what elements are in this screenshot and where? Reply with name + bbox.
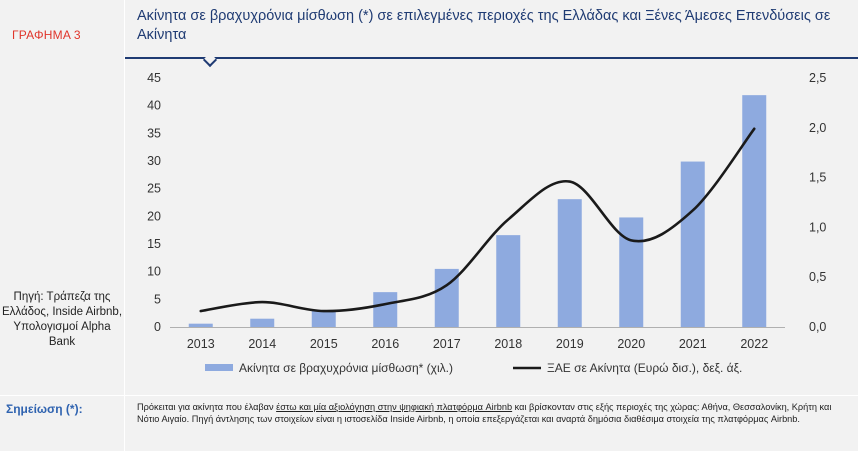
bar xyxy=(188,323,213,327)
y-right-tick-label: 2,0 xyxy=(809,121,826,135)
y-left-tick-label: 5 xyxy=(154,292,161,306)
y-right-tick-label: 0,5 xyxy=(809,270,826,284)
x-axis: 2013 2014 2015 2016 2017 2018 2019 2020 2021 2022 xyxy=(170,327,785,351)
note-label-cell xyxy=(0,396,124,451)
bar xyxy=(373,292,398,327)
y-left-tick-label: 0 xyxy=(154,320,161,334)
y-left-tick-label: 15 xyxy=(147,237,161,251)
bars xyxy=(188,95,767,327)
y-left-tick-label: 30 xyxy=(147,154,161,168)
fdi-line xyxy=(199,127,756,313)
legend: Ακίνητα σε βραχυχρόνια μίσθωση* (χιλ.) ΞΑ… xyxy=(205,361,742,375)
x-tick-label: 2014 xyxy=(248,337,276,351)
right-axis: 0,0 0,5 1,0 1,5 2,0 2,5 xyxy=(809,71,826,334)
bar xyxy=(742,95,767,327)
bar xyxy=(496,235,521,327)
chart-panel xyxy=(125,0,858,395)
y-left-tick-label: 25 xyxy=(147,182,161,196)
title-divider xyxy=(125,57,858,59)
x-tick-label: 2021 xyxy=(679,337,707,351)
note-text-part1: Πρόκειται για ακίνητα που έλαβαν xyxy=(137,402,277,412)
x-tick-label: 2015 xyxy=(310,337,338,351)
chart-title: Ακίνητα σε βραχυχρόνια μίσθωση (*) σε επ… xyxy=(137,8,831,43)
y-left-tick-label: 45 xyxy=(147,71,161,85)
x-tick-label: 2013 xyxy=(187,337,215,351)
y-right-tick-label: 1,5 xyxy=(809,171,826,185)
note-text-cell xyxy=(125,396,858,451)
x-tick-label: 2018 xyxy=(494,337,522,351)
bar xyxy=(557,199,582,327)
x-tick-label: 2017 xyxy=(433,337,461,351)
y-right-tick-label: 0,0 xyxy=(809,320,826,334)
x-tick-label: 2022 xyxy=(740,337,768,351)
figure-label: ΓΡΑΦΗΜΑ 3 xyxy=(12,28,81,42)
chart: 0 5 10 15 20 25 30 35 40 45 0,0 0,5 1,0 1,5 2,0 2,5 20… xyxy=(147,71,826,375)
note-text-part2: και βρίσκονταν στις εξής περιοχές της χώ… xyxy=(137,402,832,424)
y-right-tick-label: 1,0 xyxy=(809,220,826,234)
legend-line-label: ΞΑΕ σε Ακίνητα (Ευρώ δισ.), δεξ. άξ. xyxy=(547,361,742,375)
bar xyxy=(680,161,705,327)
line-series xyxy=(199,127,756,313)
legend-bar-swatch xyxy=(205,364,233,371)
x-tick-label: 2020 xyxy=(617,337,645,351)
bar xyxy=(250,318,275,327)
bar xyxy=(311,310,336,327)
legend-bar-label: Ακίνητα σε βραχυχρόνια μίσθωση* (χιλ.) xyxy=(239,361,453,375)
y-left-tick-label: 20 xyxy=(147,209,161,223)
note-label: Σημείωση (*): xyxy=(6,402,83,416)
y-right-tick-label: 2,5 xyxy=(809,71,826,85)
x-tick-label: 2016 xyxy=(371,337,399,351)
source-text: Πηγή: Τράπεζα της Ελλάδος, Inside Airbnb… xyxy=(1,291,123,348)
note-text-underlined: έστω και μία αξιολόγηση στην ψηφιακή πλα… xyxy=(276,402,513,412)
y-left-tick-label: 35 xyxy=(147,126,161,140)
x-tick-label: 2019 xyxy=(556,337,584,351)
left-column xyxy=(0,0,124,395)
y-left-tick-label: 40 xyxy=(147,99,161,113)
left-axis: 0 5 10 15 20 25 30 35 40 45 xyxy=(147,71,161,334)
note-text: Πρόκειται για ακίνητα που έλαβαν έστω κα… xyxy=(137,402,852,425)
y-left-tick-label: 10 xyxy=(147,265,161,279)
bar xyxy=(619,217,644,327)
